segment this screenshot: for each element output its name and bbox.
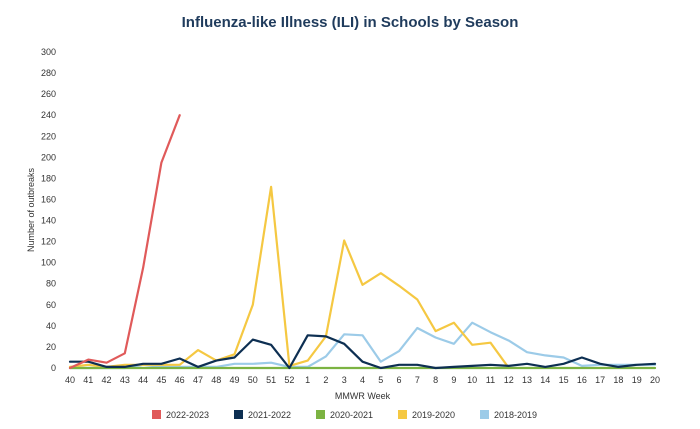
x-tick-label: 51 — [266, 375, 276, 385]
series-line-2021-2022 — [68, 334, 657, 370]
y-tick-label: 0 — [51, 363, 56, 373]
y-tick-label: 300 — [41, 47, 56, 57]
x-tick-label: 6 — [397, 375, 402, 385]
x-axis-label: MMWR Week — [335, 391, 391, 401]
x-tick-label: 49 — [230, 375, 240, 385]
x-tick-label: 18 — [613, 375, 623, 385]
x-tick-label: 16 — [577, 375, 587, 385]
x-tick-label: 4 — [360, 375, 365, 385]
x-tick-label: 3 — [342, 375, 347, 385]
x-tick-label: 12 — [504, 375, 514, 385]
legend-swatch-2021-2022 — [234, 410, 243, 419]
legend-label-2022-2023: 2022-2023 — [166, 410, 209, 420]
x-tick-label: 17 — [595, 375, 605, 385]
x-tick-label: 11 — [486, 375, 495, 385]
y-tick-label: 200 — [41, 152, 56, 162]
y-axis-label: Number of outbreaks — [26, 167, 36, 252]
legend-swatch-2018-2019 — [480, 410, 489, 419]
x-tick-label: 7 — [415, 375, 420, 385]
legend-label-2018-2019: 2018-2019 — [494, 410, 537, 420]
chart-title: Influenza-like Illness (ILI) in Schools … — [181, 14, 519, 31]
y-tick-label: 20 — [46, 342, 56, 352]
y-tick-label: 160 — [41, 194, 56, 204]
x-tick-label: 5 — [378, 375, 383, 385]
legend-label-2019-2020: 2019-2020 — [412, 410, 455, 420]
y-tick-label: 100 — [41, 258, 56, 268]
x-tick-label: 10 — [467, 375, 477, 385]
x-tick-label: 13 — [522, 375, 532, 385]
y-tick-label: 280 — [41, 68, 56, 78]
x-tick-label: 48 — [211, 375, 221, 385]
series-line-2022-2023 — [68, 114, 181, 370]
legend-label-2021-2022: 2021-2022 — [248, 410, 291, 420]
legend-swatch-2022-2023 — [152, 410, 161, 419]
x-tick-label: 2 — [323, 375, 328, 385]
y-tick-label: 260 — [41, 89, 56, 99]
y-tick-label: 80 — [46, 279, 56, 289]
y-tick-label: 220 — [41, 131, 56, 141]
y-tick-label: 120 — [41, 237, 56, 247]
x-tick-label: 19 — [632, 375, 642, 385]
x-tick-label: 50 — [248, 375, 258, 385]
y-tick-label: 140 — [41, 216, 56, 226]
x-tick-label: 44 — [138, 375, 148, 385]
x-tick-label: 20 — [650, 375, 660, 385]
y-tick-label: 180 — [41, 173, 56, 183]
x-tick-label: 41 — [83, 375, 93, 385]
x-tick-label: 1 — [305, 375, 310, 385]
legend-swatch-2019-2020 — [398, 410, 407, 419]
x-tick-label: 46 — [175, 375, 185, 385]
x-tick-label: 9 — [451, 375, 456, 385]
x-tick-label: 8 — [433, 375, 438, 385]
y-tick-label: 60 — [46, 300, 56, 310]
y-tick-label: 240 — [41, 110, 56, 120]
x-tick-label: 45 — [156, 375, 166, 385]
legend-swatch-2020-2021 — [316, 410, 325, 419]
legend-label-2020-2021: 2020-2021 — [330, 410, 373, 420]
x-tick-label: 40 — [65, 375, 75, 385]
x-tick-label: 43 — [120, 375, 130, 385]
x-tick-label: 15 — [559, 375, 569, 385]
y-tick-label: 40 — [46, 321, 56, 331]
x-tick-label: 14 — [540, 375, 550, 385]
x-tick-label: 42 — [102, 375, 112, 385]
x-tick-label: 52 — [284, 375, 294, 385]
x-tick-label: 47 — [193, 375, 203, 385]
